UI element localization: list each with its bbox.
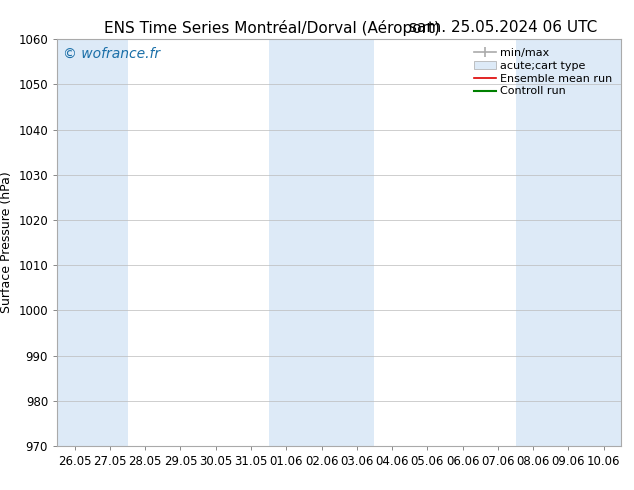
Bar (304, 39, 339, 446)
Text: sam. 25.05.2024 06 UTC: sam. 25.05.2024 06 UTC (409, 20, 597, 35)
Text: © wofrance.fr: © wofrance.fr (63, 48, 160, 61)
Legend: min/max, acute;cart type, Ensemble mean run, Controll run: min/max, acute;cart type, Ensemble mean … (470, 45, 616, 100)
Y-axis label: Surface Pressure (hPa): Surface Pressure (hPa) (0, 172, 13, 314)
Bar (339, 39, 375, 446)
Bar (551, 39, 586, 446)
Bar (586, 39, 621, 446)
Bar (269, 39, 304, 446)
Bar (515, 39, 551, 446)
Bar (57, 39, 93, 446)
Bar (93, 39, 127, 446)
Text: ENS Time Series Montréal/Dorval (Aéroport): ENS Time Series Montréal/Dorval (Aéropor… (103, 20, 439, 36)
